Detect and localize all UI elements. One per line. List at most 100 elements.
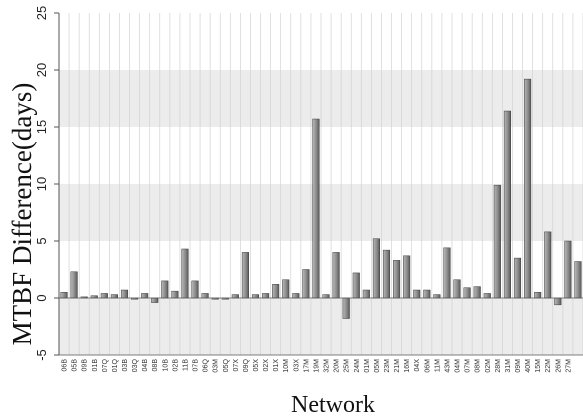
y-tick-label: 20 [34, 63, 49, 77]
x-tick-label: 09B [82, 359, 89, 372]
bar [302, 269, 310, 299]
bar [352, 272, 360, 299]
x-tick-label: 03Q [132, 358, 139, 372]
bar [322, 294, 330, 299]
x-tick-label: 07B [193, 359, 200, 372]
x-tick-label: 03X [293, 359, 300, 372]
x-tick-label: 21M [394, 359, 401, 373]
x-tick-label: 02B [172, 359, 179, 372]
x-tick-label: 08B [152, 359, 159, 372]
bar [70, 271, 78, 299]
bar [191, 280, 199, 299]
x-tick-label: 07Q [102, 358, 109, 372]
x-tick-label: 01Q [112, 358, 119, 372]
x-tick-label: 04B [142, 359, 149, 372]
x-tick-label: 05B [72, 359, 79, 372]
x-tick-label: 01X [273, 359, 280, 372]
bar [493, 184, 501, 299]
bar [524, 78, 532, 299]
bar [272, 284, 280, 299]
x-tick-label: 08M [475, 359, 482, 373]
x-tick-label: 19M [313, 359, 320, 373]
bar [201, 293, 209, 299]
y-tick-label: 5 [34, 237, 49, 244]
bar [110, 294, 118, 299]
y-tick-label: -5 [34, 349, 49, 361]
x-tick-label: 27M [565, 359, 572, 373]
bar [443, 247, 451, 299]
x-tick-label: 32M [324, 359, 331, 373]
bar [564, 240, 572, 299]
bar [382, 249, 391, 299]
x-tick-label: 02M [485, 359, 492, 373]
bar [362, 289, 370, 299]
x-tick-label: 10B [162, 359, 169, 372]
bar [292, 293, 300, 299]
y-tick-label: 10 [34, 177, 49, 191]
x-tick-label: 10M [283, 359, 290, 373]
x-tick-label: 15M [535, 359, 542, 373]
x-tick-label: 01B [92, 359, 99, 372]
y-tick-label: 25 [34, 6, 49, 20]
bar [282, 279, 290, 299]
x-tick-label: 01M [364, 359, 371, 373]
bar [342, 297, 350, 319]
y-tick-label: 0 [34, 294, 49, 301]
x-axis-title: Network [291, 392, 375, 417]
bar [100, 293, 108, 299]
bar [262, 293, 270, 299]
x-tick-label: 04X [414, 359, 421, 372]
y-tick-labels: -5 0 5 10 15 20 25 [34, 6, 49, 361]
bar [423, 289, 431, 299]
bar [403, 255, 411, 299]
bar [60, 292, 68, 299]
bar [181, 248, 189, 299]
bar [141, 293, 149, 299]
x-tick-label: 43M [444, 359, 451, 373]
x-tick-label: 28M [495, 359, 502, 373]
bar [251, 294, 260, 299]
bar [241, 252, 249, 299]
bar [231, 294, 239, 299]
x-tick-label: 06B [62, 359, 69, 372]
x-tick-label: 03M [213, 359, 220, 373]
x-tick-label: 04M [455, 359, 462, 373]
x-tick-label: 24M [354, 359, 361, 373]
bar [513, 257, 522, 299]
x-tick-label: 07X [233, 359, 240, 372]
x-tick-label: 20M [334, 359, 341, 373]
bar [332, 252, 340, 299]
x-tick-label: 25M [344, 359, 351, 373]
bar [554, 297, 562, 306]
x-tick-label: 05Q [223, 358, 230, 372]
bar [534, 292, 542, 299]
x-tick-label: 06M [424, 359, 431, 373]
x-tick-label: 26M [555, 359, 562, 373]
bar [161, 280, 169, 299]
bar [503, 110, 511, 299]
x-tick-label: 22M [545, 359, 552, 373]
bar [433, 294, 441, 299]
x-tick-labels: 06B 05B 09B 01B 07Q 01Q 03B 03Q 04B 08B 10B 02B 11B 0… [62, 358, 573, 372]
x-tick-label: 02X [263, 359, 270, 372]
y-tick-label: 15 [34, 120, 49, 134]
x-tick-label: 09M [515, 359, 522, 373]
bar [312, 118, 320, 299]
x-tick-label: 05M [374, 359, 381, 373]
x-tick-label: 09Q [243, 358, 250, 372]
x-tick-label: 11B [182, 359, 189, 371]
y-axis-title: MTBF Difference(days) [7, 83, 37, 346]
x-tick-label: 31M [505, 359, 512, 373]
bar [544, 231, 552, 299]
bar [463, 287, 471, 299]
bar [574, 261, 582, 299]
bar [372, 238, 380, 299]
bar [393, 260, 401, 299]
x-tick-label: 06Q [203, 358, 210, 372]
bar [151, 297, 159, 303]
bar [413, 289, 421, 299]
bar [453, 279, 461, 299]
x-tick-label: 07M [465, 359, 472, 373]
x-tick-label: 16M [404, 359, 411, 373]
